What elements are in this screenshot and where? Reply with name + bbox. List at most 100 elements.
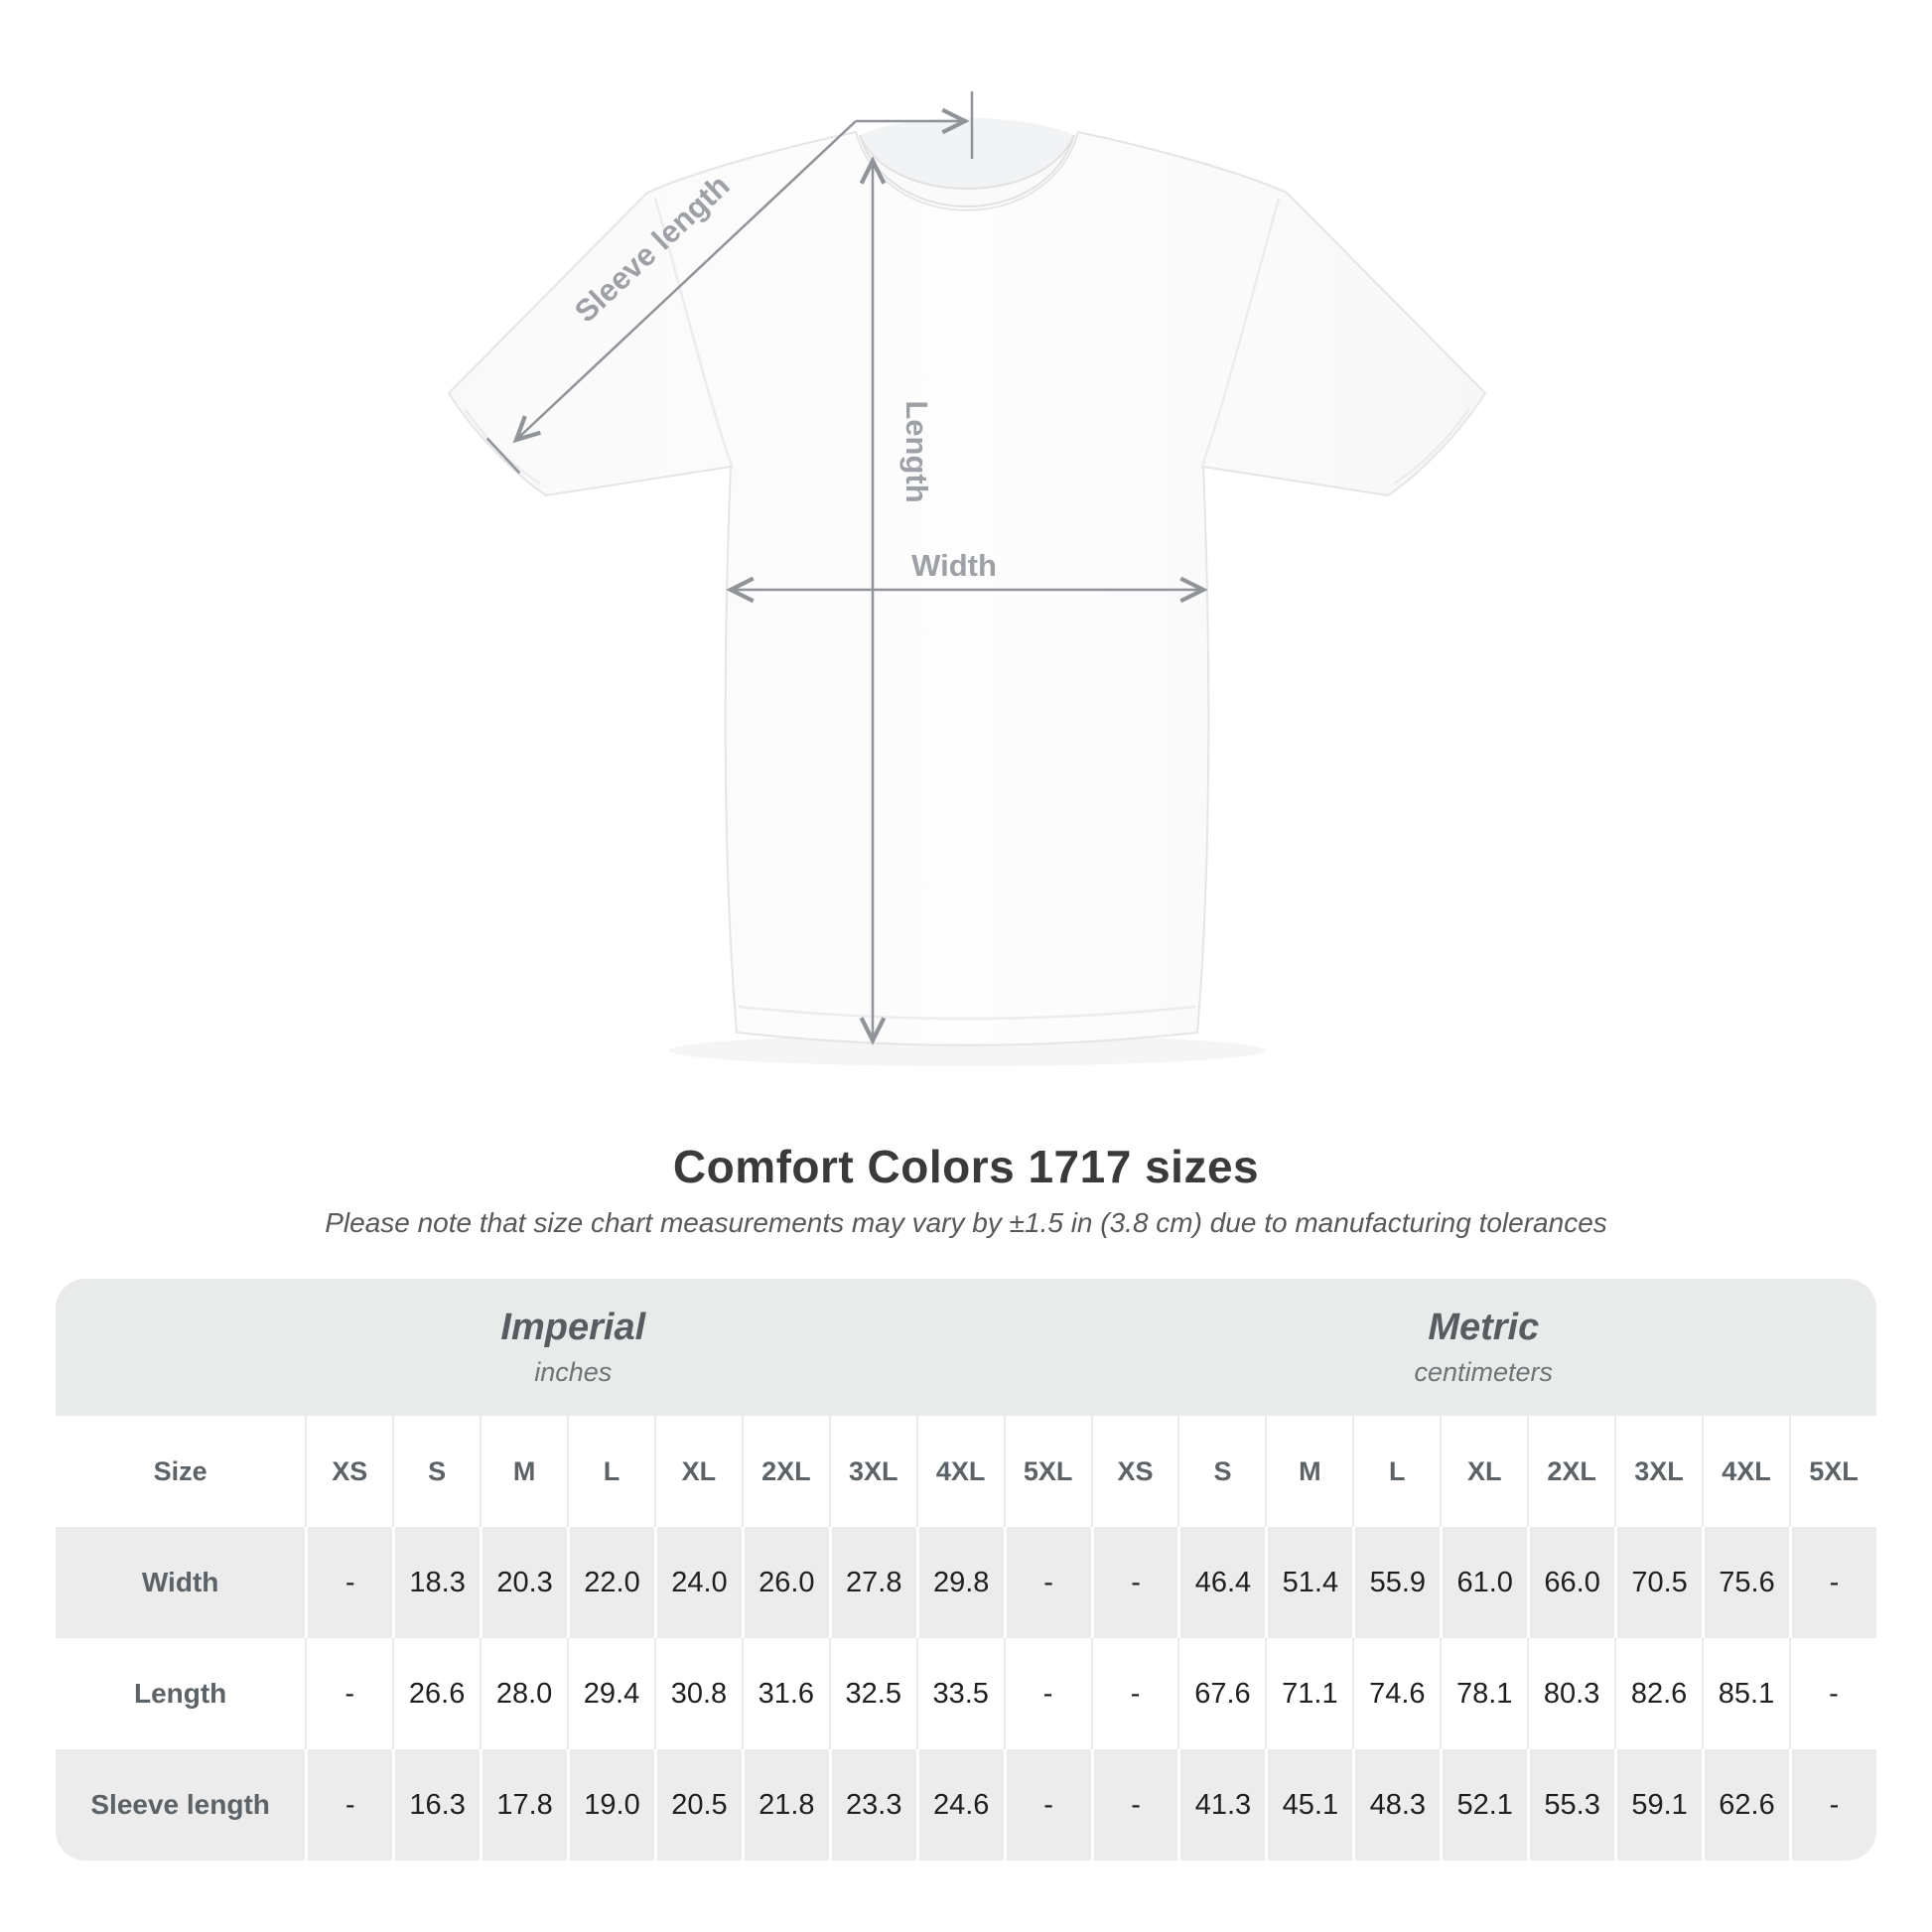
imperial-s-value-text: 26.6 xyxy=(408,1677,466,1710)
metric-2xl-value: 80.3 xyxy=(1527,1638,1615,1749)
size-header-imperial-xs-text: XS xyxy=(332,1455,368,1486)
imperial-xs-value: - xyxy=(305,1638,393,1749)
table-row-length: Length - 26.6 28.0 29.4 30.8 31.6 32.5 33.5 - - 67.… xyxy=(56,1638,1876,1749)
tshirt-shadow xyxy=(669,1035,1265,1066)
metric-4xl-value: 62.6 xyxy=(1702,1749,1789,1861)
imperial-3xl-value-text: 32.5 xyxy=(845,1677,901,1710)
imperial-4xl-value: 29.8 xyxy=(915,1527,1004,1638)
metric-m-value: 71.1 xyxy=(1265,1638,1353,1749)
size-header-imperial-xs: XS xyxy=(305,1416,393,1527)
metric-s-value: 67.6 xyxy=(1177,1638,1266,1749)
imperial-group-header: Imperial inches xyxy=(56,1279,1091,1416)
imperial-s-value: 18.3 xyxy=(392,1527,481,1638)
size-header-metric-4xl-text: 4XL xyxy=(1722,1455,1771,1486)
metric-xl-value: 78.1 xyxy=(1440,1638,1528,1749)
size-header-imperial-4xl: 4XL xyxy=(915,1416,1004,1527)
imperial-m-value: 17.8 xyxy=(480,1749,568,1861)
imperial-3xl-value-text: 23.3 xyxy=(846,1788,902,1821)
size-header-metric-2xl: 2XL xyxy=(1527,1416,1615,1527)
size-column-header-text: Size xyxy=(153,1455,207,1486)
row-label: Width xyxy=(56,1527,306,1638)
imperial-5xl-value: - xyxy=(1003,1749,1091,1861)
metric-2xl-value-text: 66.0 xyxy=(1544,1566,1600,1598)
imperial-xs-value: - xyxy=(305,1527,393,1638)
metric-s-value: 46.4 xyxy=(1177,1527,1266,1638)
imperial-s-value-text: 16.3 xyxy=(409,1788,466,1821)
metric-4xl-value: 75.6 xyxy=(1702,1527,1789,1638)
metric-4xl-value-text: 75.6 xyxy=(1719,1566,1775,1598)
size-header-metric-s-text: S xyxy=(1213,1455,1232,1486)
imperial-3xl-value: 32.5 xyxy=(828,1638,916,1749)
size-header-imperial-m-text: M xyxy=(512,1455,536,1486)
size-header-imperial-l-text: L xyxy=(603,1455,621,1486)
size-header-metric-l-text: L xyxy=(1389,1455,1406,1486)
size-header-imperial-s-text: S xyxy=(428,1455,447,1486)
metric-2xl-value: 66.0 xyxy=(1527,1527,1615,1638)
measurement-arrows xyxy=(485,91,1208,1045)
metric-3xl-value: 82.6 xyxy=(1614,1638,1703,1749)
page-subtitle: Please note that size chart measurements… xyxy=(325,1207,1607,1238)
size-header-metric-3xl-text: 3XL xyxy=(1634,1455,1684,1486)
sleeve-cuff-tick xyxy=(485,437,521,475)
metric-l-value: 48.3 xyxy=(1352,1749,1441,1861)
size-header-metric-xl: XL xyxy=(1440,1416,1528,1527)
metric-5xl-value: - xyxy=(1788,1749,1876,1861)
metric-xl-value: 52.1 xyxy=(1440,1749,1528,1861)
size-table: Imperial inches Metric centimeters Size X… xyxy=(56,1279,1876,1861)
imperial-xs-value-text: - xyxy=(345,1677,355,1710)
row-label: Sleeve length xyxy=(56,1749,306,1861)
metric-5xl-value-text: - xyxy=(1829,1788,1840,1821)
metric-4xl-value-text: 85.1 xyxy=(1718,1677,1775,1710)
imperial-3xl-value: 27.8 xyxy=(828,1527,916,1638)
imperial-m-value-text: 17.8 xyxy=(496,1788,553,1821)
imperial-s-value: 16.3 xyxy=(392,1749,481,1861)
metric-5xl-value-text: - xyxy=(1829,1566,1840,1598)
imperial-m-value-text: 20.3 xyxy=(496,1566,553,1598)
size-header-metric-xs: XS xyxy=(1090,1416,1178,1527)
imperial-2xl-value: 21.8 xyxy=(741,1749,829,1861)
metric-3xl-value-text: 82.6 xyxy=(1630,1677,1688,1710)
width-label: Width xyxy=(911,548,997,583)
metric-m-value: 45.1 xyxy=(1265,1749,1353,1861)
imperial-xl-value: 24.0 xyxy=(653,1527,742,1638)
tshirt-diagram-svg: Sleeve length Length Width xyxy=(447,91,1487,1066)
row-label-text: Length xyxy=(133,1678,227,1709)
imperial-2xl-value: 26.0 xyxy=(741,1527,829,1638)
imperial-xl-value-text: 30.8 xyxy=(670,1677,728,1710)
metric-2xl-value-text: 80.3 xyxy=(1543,1677,1600,1710)
collar-ribbing xyxy=(859,134,1075,207)
metric-xs-value-text: - xyxy=(1131,1788,1141,1821)
imperial-l-value: 19.0 xyxy=(567,1749,654,1861)
size-header-imperial-5xl: 5XL xyxy=(1003,1416,1091,1527)
imperial-m-value-text: 28.0 xyxy=(495,1677,553,1710)
metric-3xl-value-text: 59.1 xyxy=(1631,1788,1688,1821)
imperial-l-value-text: 22.0 xyxy=(584,1566,640,1598)
metric-3xl-value-text: 70.5 xyxy=(1631,1566,1688,1598)
metric-s-value-text: 67.6 xyxy=(1194,1677,1251,1710)
size-header-imperial-xl: XL xyxy=(653,1416,742,1527)
size-header-metric-l: L xyxy=(1352,1416,1441,1527)
size-header-metric-m-text: M xyxy=(1299,1455,1321,1486)
unit-group-row: Imperial inches Metric centimeters xyxy=(56,1279,1876,1416)
metric-s-value: 41.3 xyxy=(1177,1749,1266,1861)
size-header-imperial-3xl-text: 3XL xyxy=(848,1455,898,1486)
size-header-imperial-xl-text: XL xyxy=(681,1455,717,1486)
imperial-sublabel: inches xyxy=(534,1357,613,1387)
imperial-l-value-text: 29.4 xyxy=(583,1677,640,1710)
size-header-metric-xl-text: XL xyxy=(1466,1455,1502,1486)
size-header-metric-2xl-text: 2XL xyxy=(1547,1455,1596,1486)
metric-xl-value-text: 61.0 xyxy=(1456,1566,1513,1598)
imperial-xs-value-text: - xyxy=(345,1566,355,1598)
metric-l-value: 55.9 xyxy=(1352,1527,1441,1638)
row-label-text: Sleeve length xyxy=(90,1789,270,1820)
row-label-text: Width xyxy=(141,1567,219,1597)
tshirt-measurement-diagram: Sleeve length Length Width xyxy=(447,91,1487,1066)
size-header-imperial-3xl: 3XL xyxy=(828,1416,916,1527)
metric-xs-value: - xyxy=(1090,1527,1178,1638)
metric-m-value: 51.4 xyxy=(1265,1527,1353,1638)
metric-5xl-value-text: - xyxy=(1829,1677,1839,1710)
imperial-2xl-value-text: 31.6 xyxy=(758,1677,815,1710)
size-header-imperial-s: S xyxy=(392,1416,481,1527)
metric-2xl-value-text: 55.3 xyxy=(1544,1788,1600,1821)
size-header-imperial-m: M xyxy=(480,1416,568,1527)
